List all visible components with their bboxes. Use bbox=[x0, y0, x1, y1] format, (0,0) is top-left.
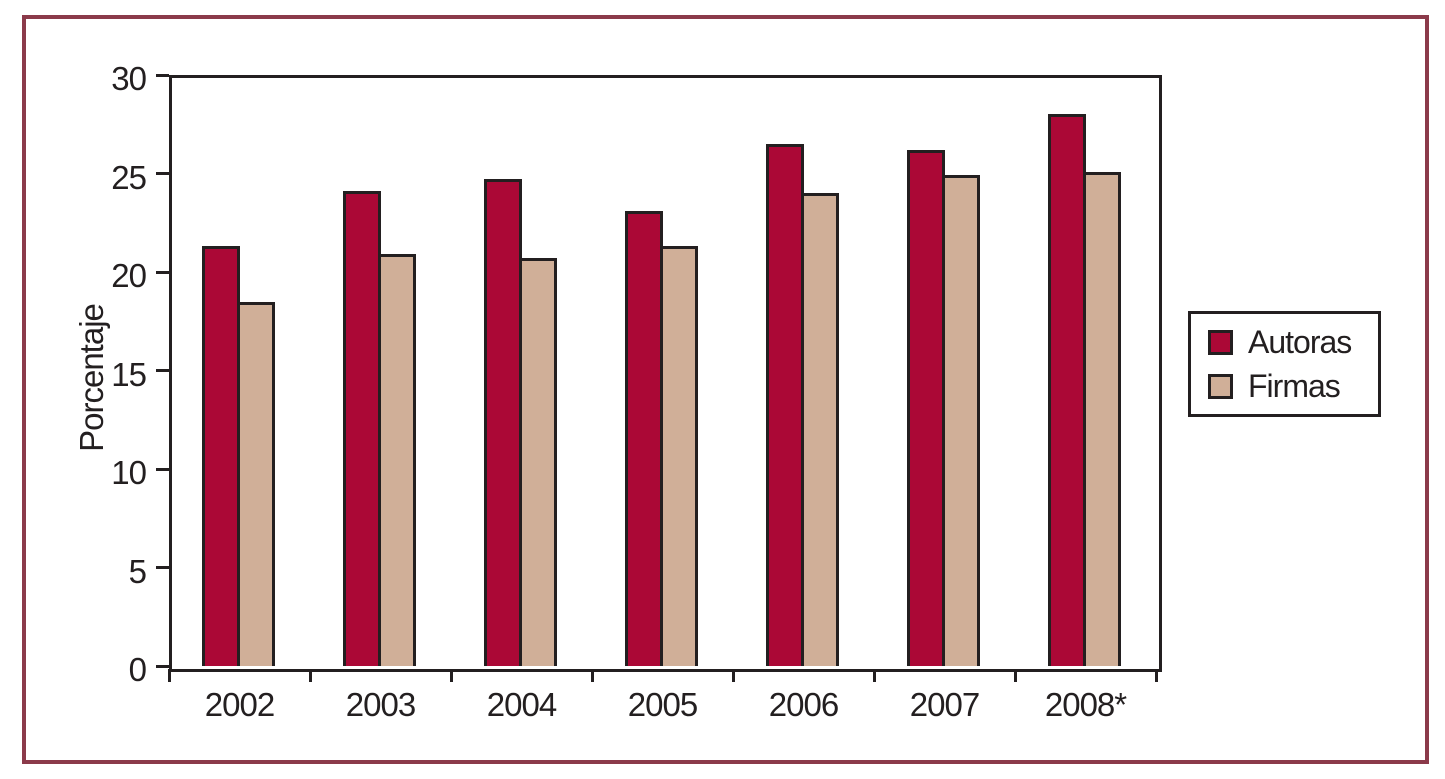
y-tick-label: 10 bbox=[111, 454, 147, 491]
x-tick-label: 2005 bbox=[627, 686, 698, 723]
bar-autoras-2008 bbox=[1047, 114, 1086, 666]
y-tick-mark bbox=[156, 270, 169, 274]
bar-firmas-2004 bbox=[518, 258, 557, 666]
x-tick-label: 2002 bbox=[204, 686, 275, 723]
x-tick-label: 2007 bbox=[909, 686, 980, 723]
legend: Autoras Firmas bbox=[1188, 311, 1381, 417]
legend-swatch-autoras bbox=[1208, 329, 1233, 355]
y-tick-mark bbox=[156, 172, 169, 175]
x-tick-mark bbox=[731, 669, 735, 682]
bar-firmas-2007 bbox=[941, 175, 980, 666]
y-tick-mark bbox=[156, 73, 169, 77]
bar-firmas-2008 bbox=[1082, 171, 1121, 666]
x-tick-mark bbox=[872, 669, 876, 682]
x-tick-mark bbox=[308, 669, 312, 682]
legend-label-firmas: Firmas bbox=[1248, 368, 1341, 404]
x-tick-mark bbox=[590, 669, 594, 682]
y-tick-label: 15 bbox=[111, 355, 147, 393]
x-tick-mark bbox=[1154, 669, 1158, 682]
bar-autoras-2003 bbox=[342, 191, 381, 666]
bar-firmas-2006 bbox=[800, 193, 839, 666]
bar-firmas-2002 bbox=[236, 301, 275, 666]
bar-autoras-2006 bbox=[765, 143, 804, 666]
x-tick-mark bbox=[167, 669, 171, 682]
x-tick-label: 2008* bbox=[1044, 686, 1127, 723]
y-tick-label: 20 bbox=[111, 257, 147, 294]
legend-label-autoras: Autoras bbox=[1248, 324, 1352, 360]
bar-firmas-2005 bbox=[659, 246, 698, 666]
y-tick-label: 25 bbox=[111, 158, 147, 196]
y-tick-mark bbox=[156, 369, 169, 372]
bar-firmas-2003 bbox=[377, 254, 416, 666]
y-tick-mark bbox=[156, 467, 169, 471]
x-tick-label: 2004 bbox=[486, 686, 557, 723]
bar-autoras-2007 bbox=[906, 149, 945, 666]
x-tick-label: 2006 bbox=[768, 686, 839, 723]
y-tick-label: 30 bbox=[111, 60, 147, 97]
y-tick-mark bbox=[156, 664, 169, 668]
x-tick-mark bbox=[1013, 669, 1017, 682]
bar-autoras-2004 bbox=[483, 179, 522, 666]
bar-autoras-2002 bbox=[201, 246, 240, 666]
x-tick-label: 2003 bbox=[345, 686, 416, 723]
y-tick-label: 5 bbox=[128, 552, 147, 590]
legend-row: Autoras bbox=[1208, 326, 1378, 358]
x-tick-mark bbox=[449, 669, 453, 682]
legend-row: Firmas bbox=[1208, 370, 1378, 402]
y-tick-mark bbox=[156, 566, 169, 569]
bar-autoras-2005 bbox=[624, 210, 663, 666]
legend-swatch-firmas bbox=[1208, 373, 1233, 399]
y-tick-label: 0 bbox=[128, 651, 147, 688]
